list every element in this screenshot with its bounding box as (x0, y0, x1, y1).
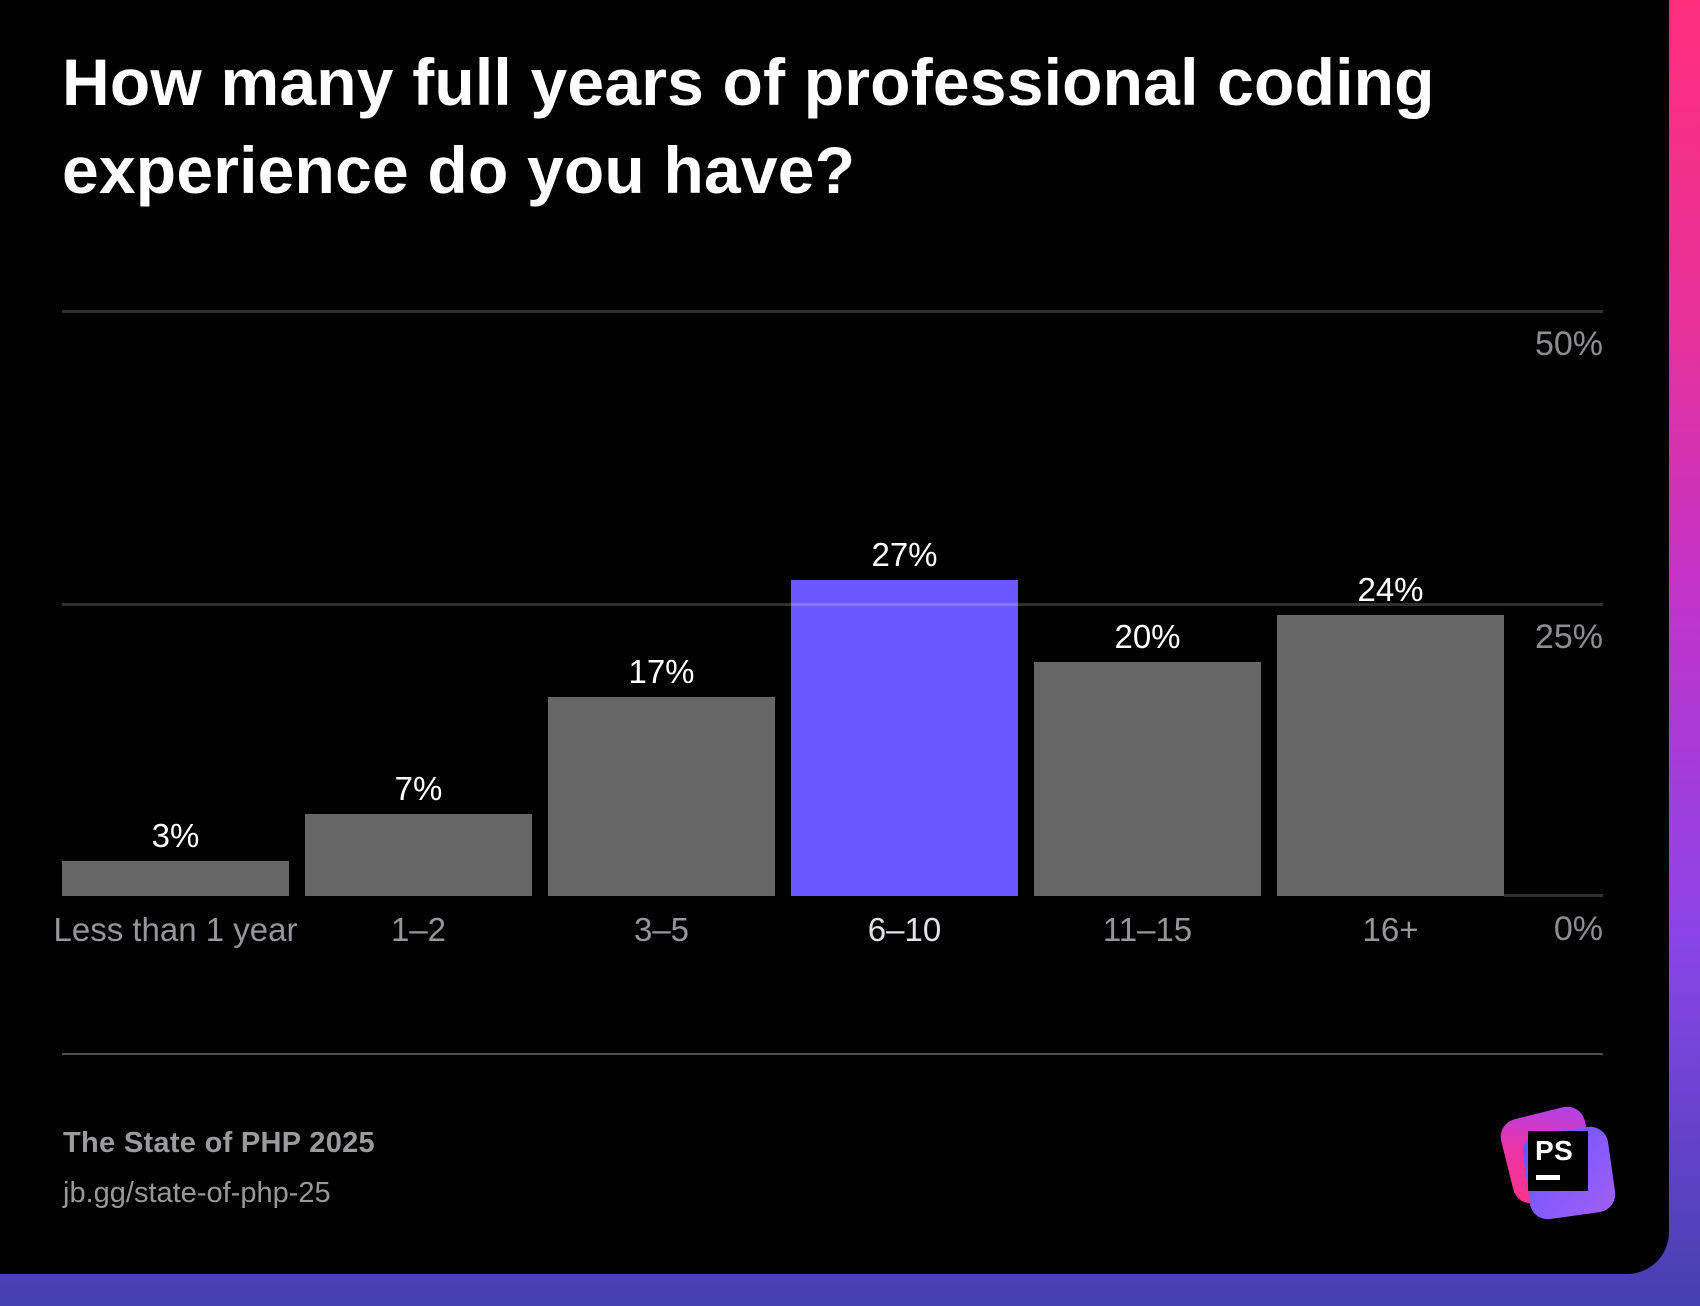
phpstorm-logo: PS (1496, 1102, 1618, 1222)
category-label: 11–15 (1102, 911, 1193, 948)
footer: The State of PHP 2025 jb.gg/state-of-php… (63, 1118, 375, 1218)
chart-panel: How many full years of professional codi… (53, 38, 1618, 1222)
category-label: Less than 1 year (53, 911, 298, 948)
phpstorm-logo-underscore (1536, 1175, 1560, 1180)
chart-title: How many full years of professional codi… (62, 38, 1435, 214)
ytick-label: 25% (1534, 618, 1603, 656)
bar-value-label: 7% (394, 770, 443, 807)
bar (1034, 662, 1261, 896)
ytick-label: 0% (1553, 910, 1603, 948)
footer-source-title: The State of PHP 2025 (63, 1127, 375, 1159)
bar-highlighted (791, 580, 1018, 896)
bar (548, 697, 775, 896)
bar-chart: 3% Less than 1 year 7% 1–2 17% 3–5 27% 6–10 20% 1… (54, 310, 1603, 948)
bar-value-label: 24% (1357, 571, 1424, 608)
footer-divider (62, 1053, 1603, 1055)
ytick-label: 50% (1534, 325, 1603, 363)
bar (1277, 615, 1504, 896)
category-label: 1–2 (390, 911, 447, 948)
phpstorm-logo-monogram: PS (1535, 1135, 1574, 1166)
bar-column: 24% 16+ (1277, 311, 1504, 948)
bar-column: 20% 11–15 (1034, 311, 1261, 948)
category-label: 16+ (1362, 911, 1419, 948)
chart-title-line-1: How many full years of professional codi… (62, 45, 1435, 119)
bar-value-label: 27% (871, 536, 938, 573)
bar-value-label: 3% (151, 817, 200, 854)
bar-column: 17% 3–5 (548, 311, 775, 948)
bar-value-label: 17% (628, 653, 695, 690)
bar-column: 3% Less than 1 year (54, 311, 298, 948)
gridline-25 (62, 603, 1603, 606)
bar-value-label: 20% (1114, 618, 1181, 655)
category-label: 6–10 (867, 911, 942, 948)
bar-column: 7% 1–2 (305, 311, 532, 948)
bar (62, 861, 289, 896)
gridline-50 (62, 310, 1603, 313)
category-label: 3–5 (633, 911, 690, 948)
bar (305, 814, 532, 896)
baseline (1504, 894, 1603, 897)
chart-title-line-2: experience do you have? (62, 133, 856, 207)
bar-column: 27% 6–10 (791, 311, 1018, 948)
phpstorm-logo-square: PS (1528, 1131, 1588, 1191)
footer-source-url: jb.gg/state-of-php-25 (63, 1177, 331, 1209)
